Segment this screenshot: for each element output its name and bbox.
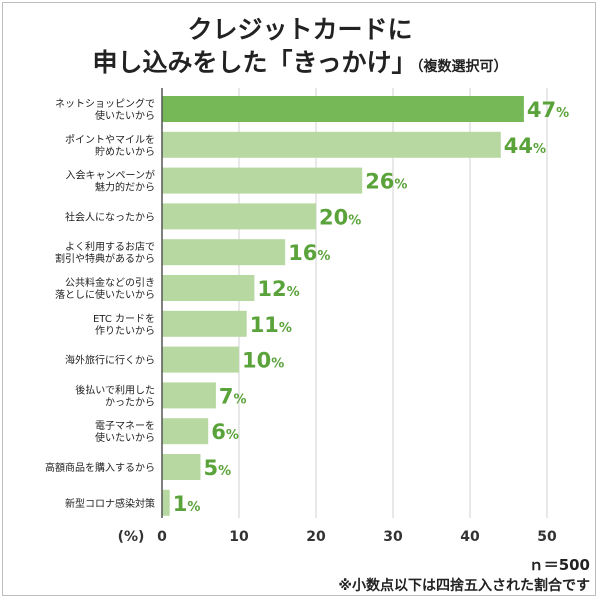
category-label-6-1: 作りたいから (95, 325, 155, 337)
x-tick-label-50: 50 (537, 529, 557, 545)
sample-size: ｎ＝500 (528, 556, 590, 574)
category-label-5-1: 落としに使いたいから (55, 288, 155, 301)
x-tick-label-40: 40 (460, 529, 480, 545)
value-label-percent-4: % (317, 249, 330, 264)
x-axis-unit-label: (%) (118, 529, 145, 545)
value-label-percent-6: % (279, 321, 292, 336)
bar-5 (162, 275, 255, 301)
footnote: ※小数点以下は四捨五入された割合です (338, 578, 590, 594)
chart-title-line2: 申し込みをした「きっかけ」（複数選択可） (0, 43, 600, 79)
chart-title-note: （複数選択可） (416, 59, 508, 75)
value-label-1: 44% (504, 134, 546, 158)
value-label-11: 1% (173, 492, 201, 516)
value-label-9: 6% (211, 420, 239, 444)
bar-6 (162, 310, 247, 337)
value-label-10: 5% (204, 456, 232, 480)
value-label-percent-9: % (226, 428, 239, 443)
value-label-7: 10% (242, 349, 284, 373)
value-label-5: 12% (257, 277, 299, 301)
value-label-0: 47% (527, 98, 569, 122)
category-label-10: 高額商品を購入するから (45, 461, 155, 474)
value-label-percent-7: % (271, 357, 284, 372)
bar-4 (162, 239, 286, 266)
value-label-percent-10: % (218, 464, 231, 479)
value-label-percent-1: % (533, 142, 546, 157)
category-label-9-1: 使いたいから (95, 431, 155, 444)
bar-2 (162, 167, 363, 194)
x-tick-label-10: 10 (229, 529, 249, 545)
bar-3 (162, 203, 316, 230)
category-label-0-1: 使いたいから (95, 109, 155, 122)
value-label-3: 20% (319, 205, 361, 229)
category-label-11: 新型コロナ感染対策 (65, 497, 155, 510)
value-label-8: 7% (219, 384, 247, 408)
category-label-2-0: 入会キャンペーンが (66, 169, 156, 182)
category-label-1-1: 貯めたいから (95, 146, 155, 158)
value-label-percent-8: % (234, 392, 247, 407)
category-label-7: 海外旅行に行くから (65, 354, 155, 367)
bar-8 (162, 382, 216, 409)
x-tick-label-0: 0 (157, 529, 167, 545)
category-label-6-0: ETC カードを (93, 313, 155, 325)
bar-1 (162, 131, 501, 158)
value-label-4: 16% (288, 241, 330, 265)
category-label-1-0: ポイントやマイルを (65, 134, 155, 146)
category-label-3: 社会人になったから (65, 210, 155, 223)
bar-11 (162, 489, 170, 516)
value-label-2: 26% (365, 170, 407, 194)
value-label-percent-3: % (348, 213, 361, 228)
category-label-5-0: 公共料金などの引き (65, 276, 155, 289)
bar-0 (162, 96, 524, 122)
chart-title-line1: クレジットカードに (187, 15, 413, 44)
category-label-9-0: 電子マネーを (95, 420, 155, 432)
category-label-0-0: ネットショッピングで (55, 97, 155, 110)
value-label-percent-2: % (394, 178, 407, 193)
category-label-8-1: かったから (105, 396, 155, 408)
category-label-2-1: 魅力的だから (95, 181, 155, 194)
category-label-4-0: よく利用するお店で (65, 240, 155, 253)
bar-9 (162, 418, 209, 445)
value-label-percent-11: % (187, 500, 200, 515)
bar-10 (162, 454, 201, 480)
category-label-8-0: 後払いで利用した (75, 383, 155, 396)
value-label-percent-5: % (287, 285, 300, 300)
chart-title-line2-main: 申し込みをした「きっかけ」 (92, 48, 417, 77)
bar-7 (162, 346, 239, 373)
category-label-4-1: 割引や特典があるから (55, 252, 155, 265)
x-tick-label-30: 30 (383, 529, 403, 545)
x-tick-label-20: 20 (306, 529, 326, 545)
value-label-6: 11% (250, 313, 292, 337)
value-label-percent-0: % (556, 106, 569, 121)
